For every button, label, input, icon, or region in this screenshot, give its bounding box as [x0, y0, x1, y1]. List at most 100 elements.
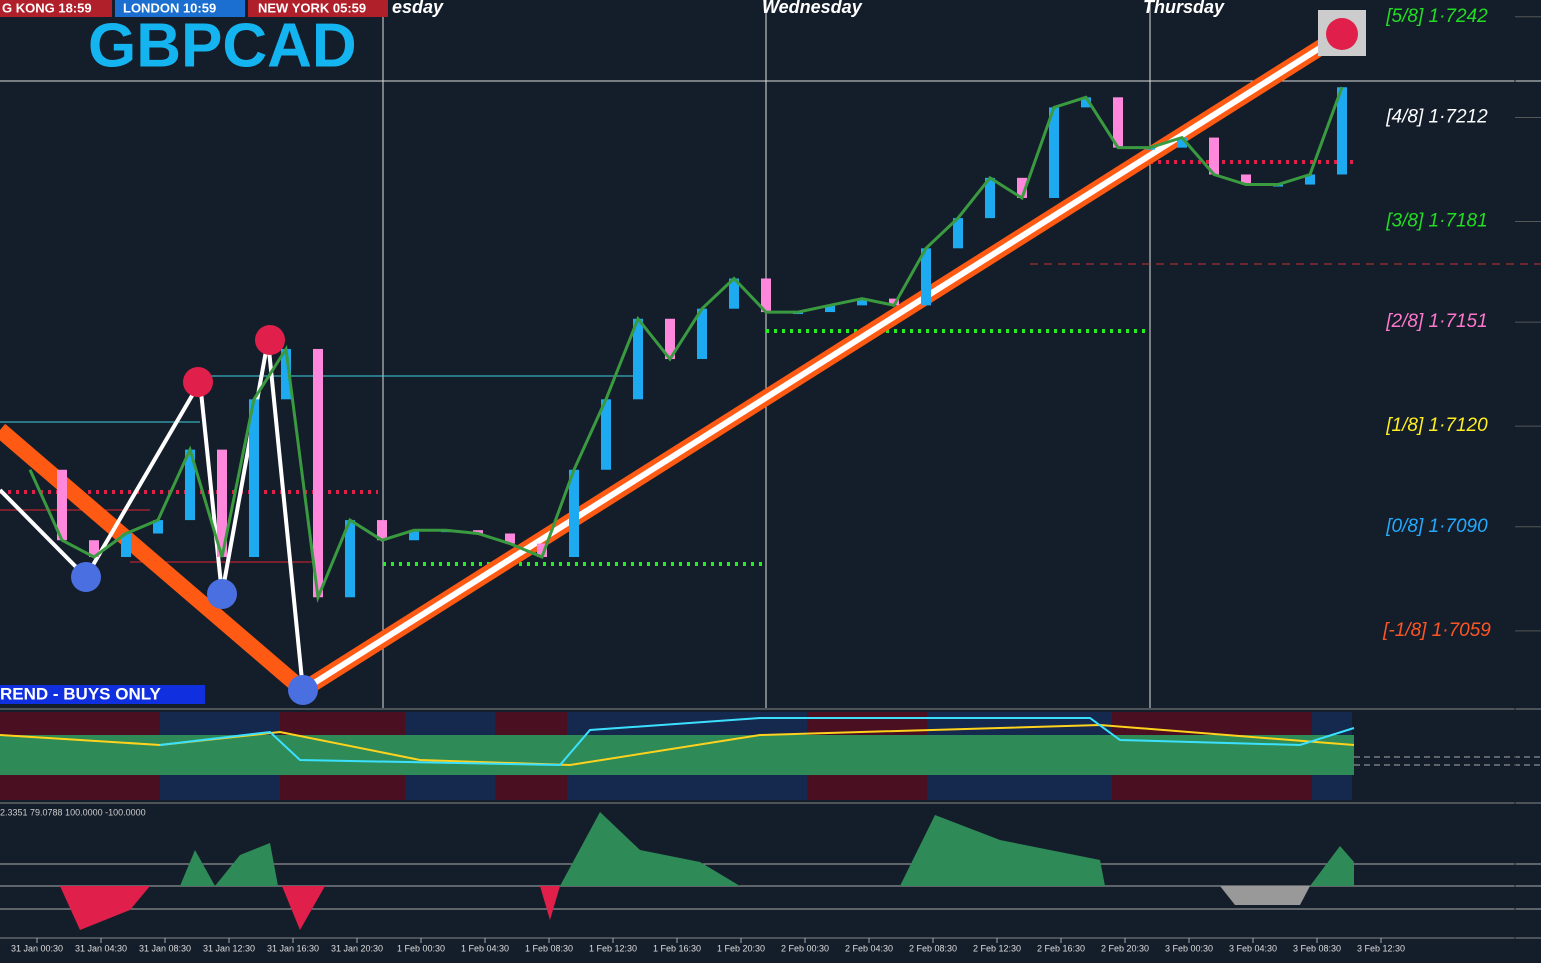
- candle: [409, 530, 419, 541]
- candle: [313, 348, 323, 598]
- clock-box: [248, 0, 388, 17]
- x-tick-label: 3 Feb 00:30: [1165, 943, 1213, 953]
- candle: [857, 298, 867, 306]
- candle: [825, 305, 835, 313]
- clock: G KONG 18:59: [2, 0, 92, 15]
- candle: [729, 278, 739, 309]
- x-tick-label: 31 Jan 04:30: [75, 943, 127, 953]
- indicator-header: 2.3351 79.0788 100.0000 -100.0000: [0, 807, 146, 817]
- clock-box: [115, 0, 245, 17]
- level-label: [0/8] 1·7090: [1385, 516, 1488, 537]
- candle: [1113, 97, 1123, 148]
- x-tick-label: 3 Feb 04:30: [1229, 943, 1277, 953]
- candle: [281, 348, 291, 400]
- x-tick-label: 3 Feb 08:30: [1293, 943, 1341, 953]
- level-label: [3/8] 1·7181: [1385, 210, 1487, 231]
- level-label: [1/8] 1·7120: [1385, 415, 1488, 436]
- banner: REND - BUYS ONLY: [0, 684, 162, 703]
- oscillator-negative: [540, 886, 560, 920]
- candle: [1305, 174, 1315, 185]
- x-tick-label: 1 Feb 00:30: [397, 943, 445, 953]
- sell-signal: [255, 325, 285, 355]
- x-tick-label: 31 Jan 20:30: [331, 943, 383, 953]
- candle: [217, 449, 227, 558]
- candle: [697, 308, 707, 360]
- x-tick-label: 31 Jan 00:30: [11, 943, 63, 953]
- x-tick-label: 31 Jan 16:30: [267, 943, 319, 953]
- candle: [889, 298, 899, 306]
- x-tick-label: 2 Feb 20:30: [1101, 943, 1149, 953]
- zigzag: [0, 339, 305, 691]
- candle: [57, 469, 67, 541]
- candle: [537, 543, 547, 558]
- oscillator-positive: [560, 812, 740, 886]
- oscillator-positive: [740, 815, 1105, 886]
- candle: [153, 520, 163, 534]
- clock: LONDON 10:59: [123, 0, 216, 15]
- candle: [601, 399, 611, 470]
- candle: [761, 278, 771, 313]
- candle: [345, 520, 355, 598]
- level-label: [2/8] 1·7151: [1385, 311, 1487, 332]
- day-label: Thursday: [1143, 0, 1225, 17]
- x-tick-label: 2 Feb 12:30: [973, 943, 1021, 953]
- x-tick-label: 2 Feb 04:30: [845, 943, 893, 953]
- x-tick-label: 2 Feb 00:30: [781, 943, 829, 953]
- buy-signal: [207, 579, 237, 609]
- oscillator-neutral: [1220, 886, 1310, 905]
- day-label: esday: [392, 0, 444, 17]
- x-tick-label: 31 Jan 08:30: [139, 943, 191, 953]
- x-tick-label: 1 Feb 20:30: [717, 943, 765, 953]
- candle: [1177, 137, 1187, 148]
- candle: [665, 318, 675, 360]
- x-tick-label: 2 Feb 08:30: [909, 943, 957, 953]
- candle: [89, 540, 99, 558]
- candle: [1049, 107, 1059, 198]
- oscillator-positive: [180, 843, 278, 886]
- candle: [377, 520, 387, 541]
- candle: [185, 449, 195, 521]
- candle: [249, 399, 259, 558]
- day-label: Wednesday: [762, 0, 863, 17]
- candle: [953, 218, 963, 249]
- trend-line: [0, 423, 309, 697]
- x-tick-label: 1 Feb 16:30: [653, 943, 701, 953]
- x-tick-label: 2 Feb 16:30: [1037, 943, 1085, 953]
- oscillator-positive: [1310, 846, 1354, 886]
- candle: [1337, 87, 1347, 175]
- clock-box: [0, 0, 112, 17]
- candle: [569, 469, 579, 558]
- candle: [1081, 97, 1091, 108]
- oscillator-negative: [282, 886, 325, 930]
- buy-signal: [71, 562, 101, 592]
- candle: [985, 177, 995, 219]
- histogram-band: [0, 735, 1354, 775]
- candle: [1241, 174, 1251, 185]
- x-tick-label: 1 Feb 04:30: [461, 943, 509, 953]
- level-label: [4/8] 1·7212: [1385, 106, 1488, 127]
- oscillator-negative: [0, 886, 150, 930]
- buy-signal: [288, 675, 318, 705]
- price-line: [28, 86, 1344, 604]
- level-label: [-1/8] 1·7059: [1382, 620, 1491, 641]
- candle: [921, 248, 931, 306]
- candle: [505, 533, 515, 544]
- x-tick-label: 1 Feb 12:30: [589, 943, 637, 953]
- indicator-line: [159, 717, 1355, 767]
- sell-signal: [1326, 18, 1358, 50]
- level-label: [5/8] 1·7242: [1385, 6, 1488, 27]
- banner-box: [0, 685, 205, 704]
- x-tick-label: 1 Feb 08:30: [525, 943, 573, 953]
- clock: NEW YORK 05:59: [258, 0, 366, 15]
- candle: [121, 533, 131, 558]
- x-tick-label: 3 Feb 12:30: [1357, 943, 1405, 953]
- candle: [1209, 137, 1219, 175]
- x-tick-label: 31 Jan 12:30: [203, 943, 255, 953]
- chart-title: GBPCAD: [88, 11, 357, 80]
- trend-line: [301, 31, 1344, 693]
- candle: [1017, 177, 1027, 198]
- candle: [633, 318, 643, 400]
